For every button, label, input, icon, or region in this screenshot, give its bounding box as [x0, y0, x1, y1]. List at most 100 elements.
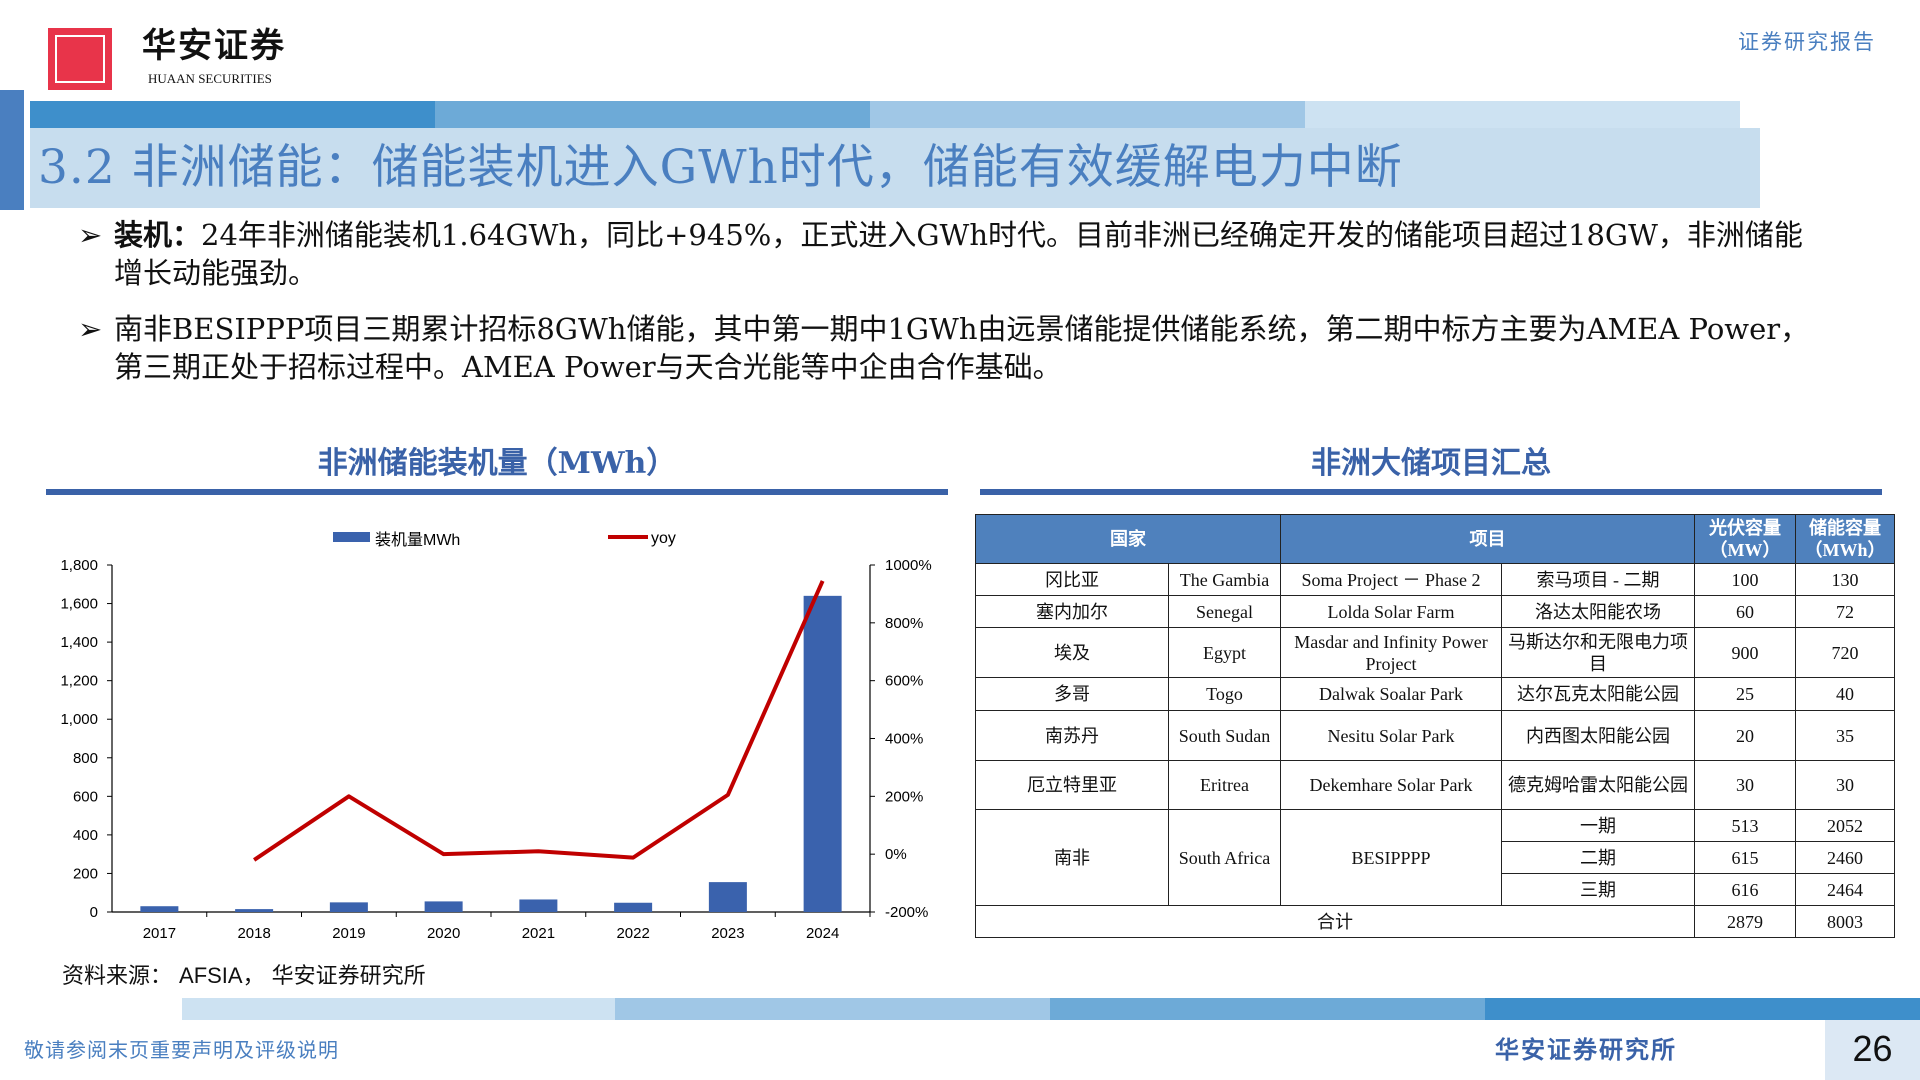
cell-project-en: BESIPPPP — [1280, 809, 1502, 906]
cell-storage: 30 — [1795, 760, 1895, 810]
right-tick-label: -200% — [885, 904, 928, 921]
right-tick-label: 400% — [885, 731, 923, 748]
table-row: 冈比亚 The Gambia Soma Project － Phase 2 索马项目 … — [975, 563, 1895, 596]
left-tick-label: 800 — [73, 750, 98, 767]
bullet-text: 24年非洲储能装机1.64GWh，同比+945%，正式进入GWh时代。目前非洲已… — [114, 218, 1803, 290]
cell-project-en: Lolda Solar Farm — [1280, 595, 1502, 628]
cell-project-cn: 洛达太阳能农场 — [1501, 595, 1695, 628]
cell-en: Egypt — [1168, 627, 1281, 678]
bar-2017 — [140, 906, 179, 912]
cell-project-cn: 内西图太阳能公园 — [1501, 710, 1695, 761]
cell-storage: 720 — [1795, 627, 1895, 678]
bar-2019 — [329, 902, 368, 912]
right-tick-label: 800% — [885, 615, 923, 632]
table-row: 埃及 Egypt Masdar and Infinity Power Project… — [975, 627, 1895, 678]
table-title: 非洲大储项目汇总 — [1311, 446, 1551, 481]
footer-strip — [615, 998, 1050, 1020]
source-afsia: AFSIA — [179, 963, 243, 988]
legend-bar-swatch — [333, 532, 370, 542]
cell-storage: 2464 — [1795, 873, 1895, 906]
legend-line-label: yoy — [651, 530, 676, 547]
cell-project-cn: 达尔瓦克太阳能公园 — [1501, 677, 1695, 711]
source-rest: ， 华安证券研究所 — [242, 964, 426, 989]
cell-country-en: South Africa — [1168, 809, 1281, 906]
cell-cn: 埃及 — [975, 627, 1169, 678]
table-row: 塞内加尔 Senegal Lolda Solar Farm 洛达太阳能农场 60 72 — [975, 595, 1895, 628]
title-box — [30, 128, 1760, 208]
left-tick-label: 400 — [73, 827, 98, 844]
page-number: 26 — [1852, 1028, 1893, 1069]
arrow-right-icon: ➢ — [78, 218, 103, 252]
cell-pv: 100 — [1694, 563, 1796, 596]
bar-2024 — [803, 595, 842, 912]
cell-pv: 900 — [1694, 627, 1796, 678]
page-title: 3.2 非洲储能：储能装机进入GWh时代，储能有效缓解电力中断 — [38, 140, 1403, 195]
cell-pv: 615 — [1694, 841, 1796, 874]
cell-project-cn: 索马项目 - 二期 — [1501, 563, 1695, 596]
cell-cn: 多哥 — [975, 677, 1169, 711]
left-tick-label: 1,400 — [60, 634, 98, 651]
header-strip — [1305, 101, 1740, 128]
chart-title: 非洲储能装机量（MWh） — [317, 446, 677, 481]
bullet-list: ➢ 装机：24年非洲储能装机1.64GWh，同比+945%，正式进入GWh时代。… — [78, 216, 1818, 386]
right-tick-label: 600% — [885, 673, 923, 690]
cell-cn: 南苏丹 — [975, 710, 1169, 761]
cell-storage: 2460 — [1795, 841, 1895, 874]
cell-project-en: Nesitu Solar Park — [1280, 710, 1502, 761]
huaan-logo — [48, 28, 112, 90]
cell-project-en: Dalwak Soalar Park — [1280, 677, 1502, 711]
footer-strip — [182, 998, 615, 1020]
header-strip — [870, 101, 1305, 128]
table-row: 南苏丹 South Sudan Nesitu Solar Park 内西图太阳能公园 2… — [975, 710, 1895, 761]
cell-storage: 130 — [1795, 563, 1895, 596]
header-project: 项目 — [1280, 514, 1695, 564]
footer-strip — [1485, 998, 1920, 1020]
cell-project-cn: 马斯达尔和无限电力项目 — [1501, 627, 1695, 678]
cell-pv: 616 — [1694, 873, 1796, 906]
right-tick-label: 1000% — [885, 557, 932, 574]
left-tick-label: 1,800 — [60, 557, 98, 574]
section-divider — [46, 489, 948, 495]
x-tick-label: 2019 — [332, 925, 365, 942]
cell-en: Eritrea — [1168, 760, 1281, 810]
cell-project-cn: 德克姆哈雷太阳能公园 — [1501, 760, 1695, 810]
cell-pv: 20 — [1694, 710, 1796, 761]
left-tick-label: 200 — [73, 865, 98, 882]
header-strip — [30, 101, 435, 128]
cell-storage: 40 — [1795, 677, 1895, 711]
bullet-item: ➢ 装机：24年非洲储能装机1.64GWh，同比+945%，正式进入GWh时代。… — [78, 216, 1818, 292]
page-number-box — [1825, 1020, 1920, 1080]
bar-2021 — [519, 899, 558, 912]
left-tick-label: 0 — [90, 904, 98, 921]
bar-2020 — [424, 901, 463, 912]
brand-name-cn: 华安证券 — [142, 26, 286, 66]
section-divider — [980, 489, 1882, 495]
footer-disclaimer: 敬请参阅末页重要声明及评级说明 — [24, 1038, 339, 1062]
bullet-bold: 装机： — [114, 218, 202, 252]
cell-project-en: Masdar and Infinity Power Project — [1280, 627, 1502, 678]
cell-phase: 三期 — [1501, 873, 1695, 906]
table-row: 厄立特里亚 Eritrea Dekemhare Solar Park 德克姆哈雷太阳能… — [975, 760, 1895, 810]
cell-country-cn: 南非 — [975, 809, 1169, 906]
cell-total-label: 合计 — [975, 905, 1695, 938]
left-tick-label: 1,200 — [60, 673, 98, 690]
bullet-text: 南非BESIPPP项目三期累计招标8GWh储能，其中第一期中1GWh由远景储能提… — [114, 312, 1810, 384]
brand-name-en: HUAAN SECURITIES — [148, 71, 272, 86]
right-tick-label: 0% — [885, 846, 907, 863]
cell-cn: 厄立特里亚 — [975, 760, 1169, 810]
cell-cn: 冈比亚 — [975, 563, 1169, 596]
header-strip — [435, 101, 870, 128]
x-tick-label: 2024 — [806, 925, 839, 942]
storage-installation-chart: 0 200 400 600 800 1,000 1,200 1,400 1,600 1,800 -2… — [60, 530, 932, 942]
header-pv: 光伏容量（MW） — [1694, 514, 1796, 564]
cell-pv: 60 — [1694, 595, 1796, 628]
bar-2023 — [708, 882, 747, 912]
bar-2022 — [614, 902, 653, 912]
cell-en: Senegal — [1168, 595, 1281, 628]
yoy-line — [253, 580, 825, 862]
cell-en: The Gambia — [1168, 563, 1281, 596]
source-note: 资料来源： AFSIA， 华安证券研究所 — [62, 962, 426, 991]
cell-project-en: Soma Project － Phase 2 — [1280, 563, 1502, 596]
cell-pv: 25 — [1694, 677, 1796, 711]
x-tick-label: 2023 — [711, 925, 744, 942]
